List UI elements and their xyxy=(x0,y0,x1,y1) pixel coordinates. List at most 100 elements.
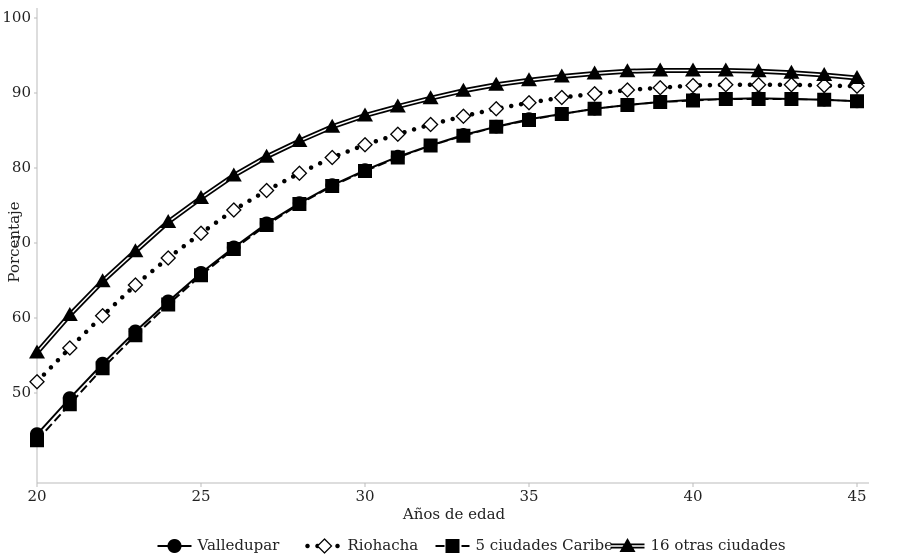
legend-label: 16 otras ciudades xyxy=(651,536,786,554)
x-tick-label: 25 xyxy=(191,487,210,505)
marker xyxy=(258,148,275,163)
marker xyxy=(521,94,537,111)
marker xyxy=(62,397,77,412)
y-tick-label: 80 xyxy=(12,158,31,176)
marker xyxy=(521,72,537,87)
marker xyxy=(422,90,439,105)
marker xyxy=(30,433,44,448)
marker xyxy=(127,277,144,293)
marker xyxy=(750,76,767,93)
marker xyxy=(389,126,406,143)
marker xyxy=(653,95,668,109)
x-axis-label: Años de edad xyxy=(402,505,506,523)
marker xyxy=(390,150,405,165)
x-tick-label: 20 xyxy=(27,487,46,505)
marker xyxy=(226,242,241,256)
marker xyxy=(258,182,275,199)
marker xyxy=(94,307,111,324)
marker xyxy=(325,179,340,193)
marker xyxy=(357,107,373,122)
marker xyxy=(193,225,209,242)
marker xyxy=(324,118,341,133)
marker xyxy=(717,62,734,77)
marker xyxy=(488,100,505,117)
marker xyxy=(553,68,570,83)
x-tick-label: 35 xyxy=(519,487,538,505)
marker xyxy=(422,116,439,133)
marker xyxy=(784,92,799,106)
legend-label: 5 ciudades Caribe xyxy=(476,536,614,554)
marker xyxy=(225,167,242,182)
marker xyxy=(29,373,45,390)
marker xyxy=(553,89,570,106)
marker xyxy=(455,82,472,97)
marker xyxy=(423,138,438,153)
marker xyxy=(686,93,700,108)
marker xyxy=(554,107,569,121)
series-line-inner xyxy=(36,69,858,353)
marker xyxy=(324,149,341,166)
marker xyxy=(849,70,865,84)
x-tick-label: 45 xyxy=(847,487,866,505)
marker xyxy=(817,92,832,107)
marker xyxy=(717,76,734,93)
marker xyxy=(850,94,864,109)
marker xyxy=(619,82,636,98)
marker xyxy=(167,539,182,553)
marker xyxy=(127,243,144,258)
y-tick-label: 100 xyxy=(2,8,31,26)
marker xyxy=(750,63,767,78)
marker xyxy=(816,77,833,94)
series-line xyxy=(36,98,858,441)
marker xyxy=(358,164,372,178)
marker xyxy=(193,190,209,204)
marker xyxy=(685,77,701,94)
marker xyxy=(816,67,833,81)
marker xyxy=(619,63,636,78)
marker xyxy=(783,76,800,93)
marker xyxy=(357,136,373,153)
x-tick-label: 40 xyxy=(683,487,702,505)
marker xyxy=(61,340,78,356)
marker xyxy=(685,62,701,77)
marker xyxy=(587,101,602,116)
marker xyxy=(586,65,603,80)
marker xyxy=(445,539,460,553)
marker xyxy=(128,328,143,343)
marker xyxy=(455,108,472,125)
y-tick-label: 90 xyxy=(12,83,31,101)
marker xyxy=(94,273,111,288)
marker xyxy=(291,165,308,182)
marker xyxy=(29,344,45,359)
marker xyxy=(718,92,733,106)
marker xyxy=(161,297,176,312)
x-tick-label: 30 xyxy=(355,487,374,505)
marker xyxy=(652,79,669,96)
marker xyxy=(489,119,504,134)
marker xyxy=(456,128,471,143)
marker xyxy=(194,268,208,283)
marker xyxy=(95,361,110,376)
marker xyxy=(292,197,307,211)
marker xyxy=(488,76,505,91)
marker xyxy=(160,214,177,228)
y-tick-label: 60 xyxy=(12,308,31,326)
marker xyxy=(751,92,766,106)
marker xyxy=(291,133,308,147)
series-line xyxy=(34,82,860,384)
marker xyxy=(620,98,635,112)
marker xyxy=(522,113,536,127)
y-axis-label: Porcentaje xyxy=(5,201,23,282)
marker xyxy=(259,218,274,232)
y-tick-label: 70 xyxy=(12,233,31,251)
y-tick-label: 50 xyxy=(12,383,31,401)
legend-label: Riohacha xyxy=(348,536,419,554)
marker xyxy=(783,64,800,79)
legend-label: Valledupar xyxy=(197,536,281,554)
marker xyxy=(225,202,242,218)
marker xyxy=(619,538,636,552)
marker xyxy=(586,85,603,102)
marker xyxy=(61,307,78,321)
marker xyxy=(316,538,333,554)
